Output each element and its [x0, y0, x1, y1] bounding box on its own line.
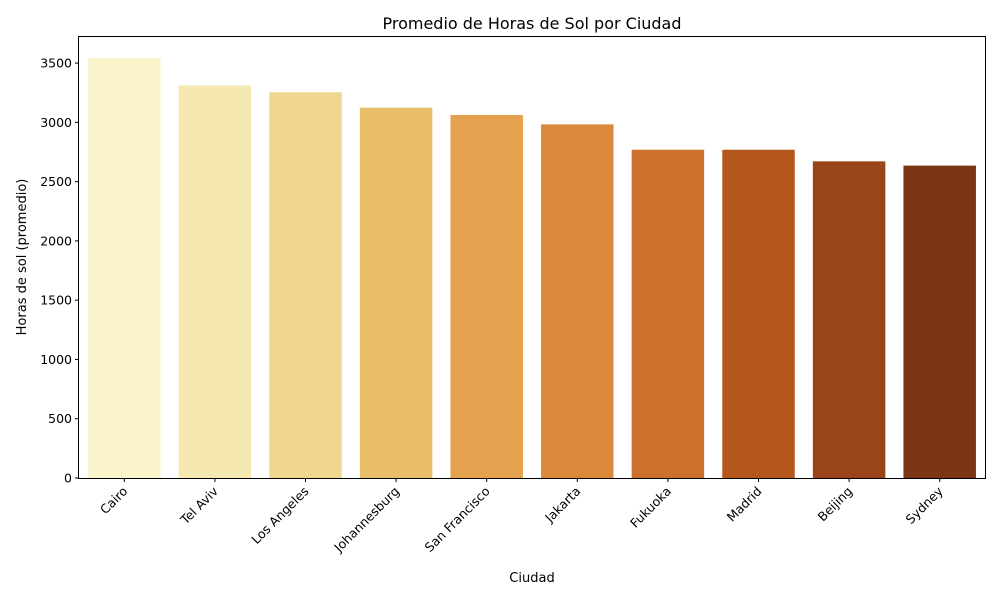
bar-cairo: [88, 58, 161, 478]
y-tick-label: 3000: [40, 115, 72, 130]
x-tick-label: Los Angeles: [248, 484, 311, 547]
x-tick-label: Tel Aviv: [177, 483, 222, 528]
bar-los-angeles: [269, 92, 342, 479]
bar-madrid: [722, 149, 795, 479]
y-axis: 0 500 1000 1500 2000 2500 3000 3500: [40, 56, 79, 486]
bar-fukuoka: [631, 149, 705, 479]
chart-title: Promedio de Horas de Sol por Ciudad: [382, 14, 681, 33]
x-tick-label: Jakarta: [541, 484, 583, 526]
y-axis-label: Horas de sol (promedio): [15, 179, 30, 336]
bar-sydney: [903, 165, 976, 478]
x-tick-label: Johannesburg: [330, 484, 402, 556]
x-tick-label: Fukuoka: [627, 484, 674, 531]
bar-beijing: [812, 161, 886, 479]
x-axis-label: Ciudad: [509, 571, 554, 586]
x-tick-label: Cairo: [97, 484, 130, 517]
x-tick-label: Beijing: [815, 484, 856, 525]
x-tick-label: Sydney: [902, 483, 946, 527]
y-tick-label: 500: [48, 411, 72, 426]
x-tick-label: San Francisco: [421, 484, 492, 555]
bar-san-francisco: [450, 115, 523, 479]
x-tick-label: Madrid: [724, 484, 765, 525]
bar-tel-aviv: [178, 85, 252, 478]
bar-johannesburg: [359, 107, 433, 478]
plot-frame: [78, 36, 986, 479]
y-tick-label: 1000: [40, 352, 72, 367]
y-tick-label: 2000: [40, 233, 72, 248]
y-tick-label: 2500: [40, 174, 72, 189]
bars-group: [88, 58, 976, 479]
bar-jakarta: [541, 124, 614, 478]
y-tick-label: 0: [64, 471, 72, 486]
y-tick-label: 1500: [40, 293, 72, 308]
y-tick-label: 3500: [40, 56, 72, 71]
x-axis: Cairo Tel Aviv Los Angeles Johannesburg San …: [97, 478, 946, 555]
